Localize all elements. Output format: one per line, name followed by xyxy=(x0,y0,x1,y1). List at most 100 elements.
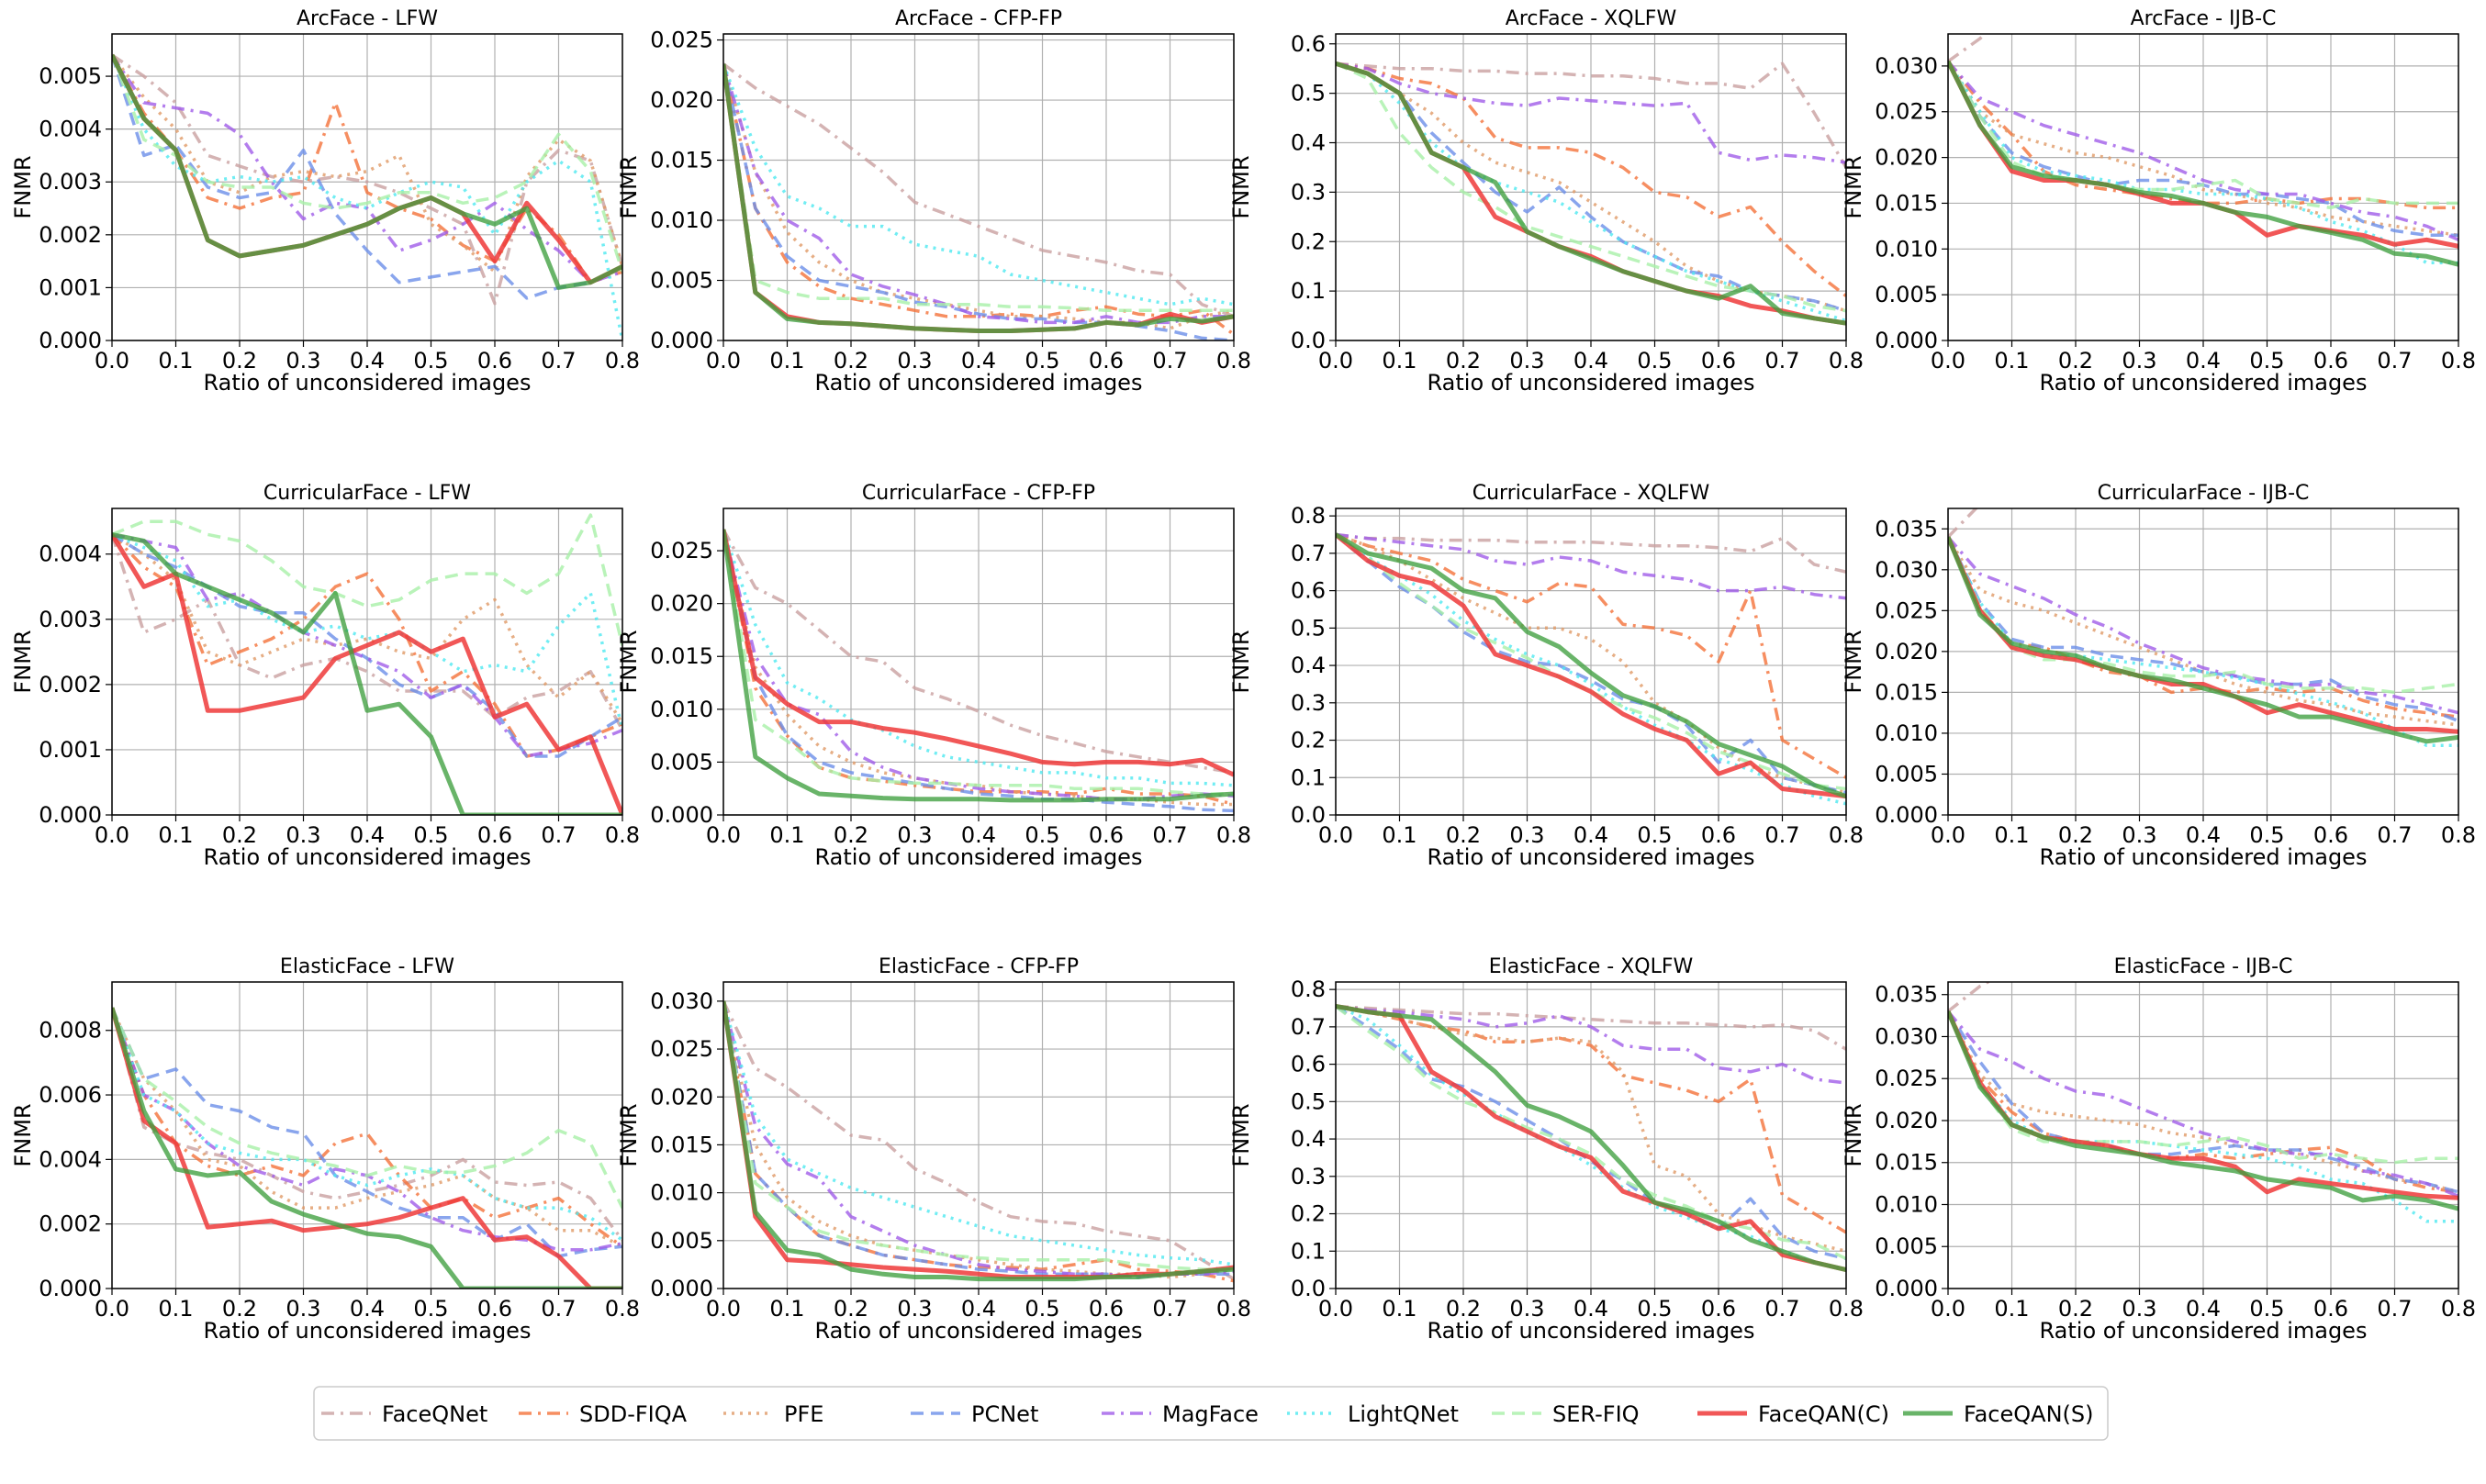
y-tick-label: 0.001 xyxy=(39,274,102,300)
x-axis-label: Ratio of unconsidered images xyxy=(204,370,532,396)
y-axis-label: FNMR xyxy=(1228,630,1254,693)
y-tick-label: 0.004 xyxy=(39,1146,102,1172)
y-axis-label: FNMR xyxy=(1841,630,1866,693)
panel-title: CurricularFace - IJB-C xyxy=(2098,482,2310,505)
y-tick-label: 0.000 xyxy=(650,802,713,828)
x-tick-label: 0.8 xyxy=(1829,1296,1864,1322)
y-tick-label: 0.020 xyxy=(650,87,713,113)
y-tick-label: 0.010 xyxy=(1875,1191,1938,1217)
x-axis-label: Ratio of unconsidered images xyxy=(204,1318,532,1344)
legend-label: FaceQAN(S) xyxy=(1964,1401,2094,1427)
series-group xyxy=(112,1007,622,1289)
x-tick-label: 0.1 xyxy=(1994,1296,2029,1322)
series-line-pcnet xyxy=(1948,536,2458,723)
x-tick-label: 0.8 xyxy=(1829,822,1864,848)
series-line-faceqnet xyxy=(723,1000,1234,1281)
series-line-faceqan-s xyxy=(1948,1010,2458,1211)
y-tick-label: 0.2 xyxy=(1291,728,1326,753)
y-tick-label: 0.025 xyxy=(650,538,713,563)
series-line-ser-fiq xyxy=(1336,533,1846,791)
x-axis-label: Ratio of unconsidered images xyxy=(1428,370,1755,396)
x-axis-label: Ratio of unconsidered images xyxy=(815,370,1143,396)
legend-label: FaceQAN(C) xyxy=(1758,1401,1889,1427)
series-line-pfe xyxy=(1948,536,2458,727)
y-tick-label: 0.003 xyxy=(39,607,102,632)
legend: FaceQNet SDD-FIQA PFE PCNet MagFace LightQNet… xyxy=(313,1386,2109,1441)
legend-label: PFE xyxy=(784,1401,823,1427)
y-tick-label: 0.015 xyxy=(650,1132,713,1157)
series-line-pcnet xyxy=(1336,61,1846,313)
y-tick-label: 0.010 xyxy=(650,1180,713,1206)
x-tick-label: 0.5 xyxy=(413,348,448,374)
series-line-lightqnet xyxy=(1336,61,1846,323)
x-tick-label: 0.7 xyxy=(2377,348,2412,374)
series-line-faceqan-s xyxy=(112,531,622,815)
x-tick-label: 0.5 xyxy=(1637,1296,1672,1322)
series-group xyxy=(112,513,622,815)
series-line-lightqnet xyxy=(1948,60,2458,265)
x-tick-label: 0.8 xyxy=(1216,822,1251,848)
y-tick-label: 0.005 xyxy=(650,749,713,775)
x-tick-label: 0.3 xyxy=(1509,348,1544,374)
y-tick-label: 0.4 xyxy=(1291,130,1326,156)
x-tick-label: 0.6 xyxy=(477,1296,512,1322)
x-tick-label: 0.2 xyxy=(1446,822,1481,848)
series-line-faceqan-s xyxy=(1336,532,1846,798)
x-tick-label: 0.7 xyxy=(1764,1296,1799,1322)
y-tick-label: 0.020 xyxy=(1875,639,1938,664)
series-line-pfe xyxy=(723,1000,1234,1279)
panel-title: ElasticFace - IJB-C xyxy=(2114,955,2293,978)
y-tick-label: 0.8 xyxy=(1291,503,1326,529)
x-tick-label: 0.3 xyxy=(286,348,320,374)
y-tick-label: 0.005 xyxy=(1875,761,1938,787)
x-axis-label: Ratio of unconsidered images xyxy=(1428,1318,1755,1344)
panel-title: CurricularFace - LFW xyxy=(263,482,471,505)
x-tick-label: 0.3 xyxy=(897,1296,932,1322)
x-tick-label: 0.3 xyxy=(2122,822,2156,848)
x-tick-label: 0.0 xyxy=(1931,1296,1965,1322)
series-line-magface xyxy=(1336,1004,1846,1085)
x-axis-label: Ratio of unconsidered images xyxy=(1428,844,1755,870)
panel-title: CurricularFace - CFP-FP xyxy=(862,482,1095,505)
series-line-sdd-fiqa xyxy=(1948,1010,2458,1194)
panel-arcface-ijb-c: 0.0 0.1 0.2 0.3 0.4 0.5 0.6 0.7 0.8 0.000 0.005 0.0… xyxy=(1841,7,2476,396)
x-tick-label: 0.0 xyxy=(706,348,741,374)
x-tick-label: 0.8 xyxy=(605,822,640,848)
series-line-sdd-fiqa xyxy=(723,529,1234,807)
x-tick-label: 0.8 xyxy=(1829,348,1864,374)
x-tick-label: 0.0 xyxy=(706,822,741,848)
x-tick-label: 0.2 xyxy=(2058,1296,2093,1322)
y-tick-label: 0.6 xyxy=(1291,578,1326,604)
x-tick-label: 0.4 xyxy=(1573,348,1608,374)
x-tick-label: 0.4 xyxy=(961,822,996,848)
series-line-pcnet xyxy=(112,1007,622,1258)
y-axis-label: FNMR xyxy=(616,630,642,693)
x-tick-label: 0.3 xyxy=(897,822,932,848)
x-tick-label: 0.6 xyxy=(477,822,512,848)
y-tick-label: 0.5 xyxy=(1291,81,1326,106)
series-group xyxy=(112,53,622,340)
x-tick-label: 0.4 xyxy=(961,348,996,374)
legend-item-pfe: PFE xyxy=(723,1401,823,1427)
panel-elasticface-ijb-c: 0.0 0.1 0.2 0.3 0.4 0.5 0.6 0.7 0.8 0.000 0.005 0.0… xyxy=(1841,955,2476,1344)
panel-arcface-xqlfw: 0.0 0.1 0.2 0.3 0.4 0.5 0.6 0.7 0.8 0.0 0.1 0.2 0.3 0… xyxy=(1228,7,1864,396)
y-tick-label: 0.000 xyxy=(1875,802,1938,828)
x-tick-label: 0.6 xyxy=(1701,822,1736,848)
x-tick-label: 0.6 xyxy=(1701,348,1736,374)
panel-curricularface-ijb-c: 0.0 0.1 0.2 0.3 0.4 0.5 0.6 0.7 0.8 0.000 0.005 0.0… xyxy=(1841,482,2476,870)
y-tick-label: 0.030 xyxy=(1875,53,1938,79)
x-tick-label: 0.0 xyxy=(1318,822,1353,848)
x-tick-label: 0.4 xyxy=(350,348,385,374)
axes-frame xyxy=(1335,981,1847,1289)
x-tick-label: 0.1 xyxy=(158,348,193,374)
y-tick-label: 0.002 xyxy=(39,672,102,697)
series-line-ser-fiq xyxy=(112,1007,622,1209)
series-line-sdd-fiqa xyxy=(112,533,622,758)
series-line-ser-fiq xyxy=(1948,1010,2458,1165)
y-axis-label: FNMR xyxy=(616,1103,642,1166)
panel-title: ElasticFace - CFP-FP xyxy=(879,955,1079,978)
series-line-faceqnet xyxy=(723,529,1234,775)
x-tick-label: 0.8 xyxy=(2441,1296,2476,1322)
series-line-faceqan-c xyxy=(1336,1004,1846,1273)
x-axis-label: Ratio of unconsidered images xyxy=(815,844,1143,870)
